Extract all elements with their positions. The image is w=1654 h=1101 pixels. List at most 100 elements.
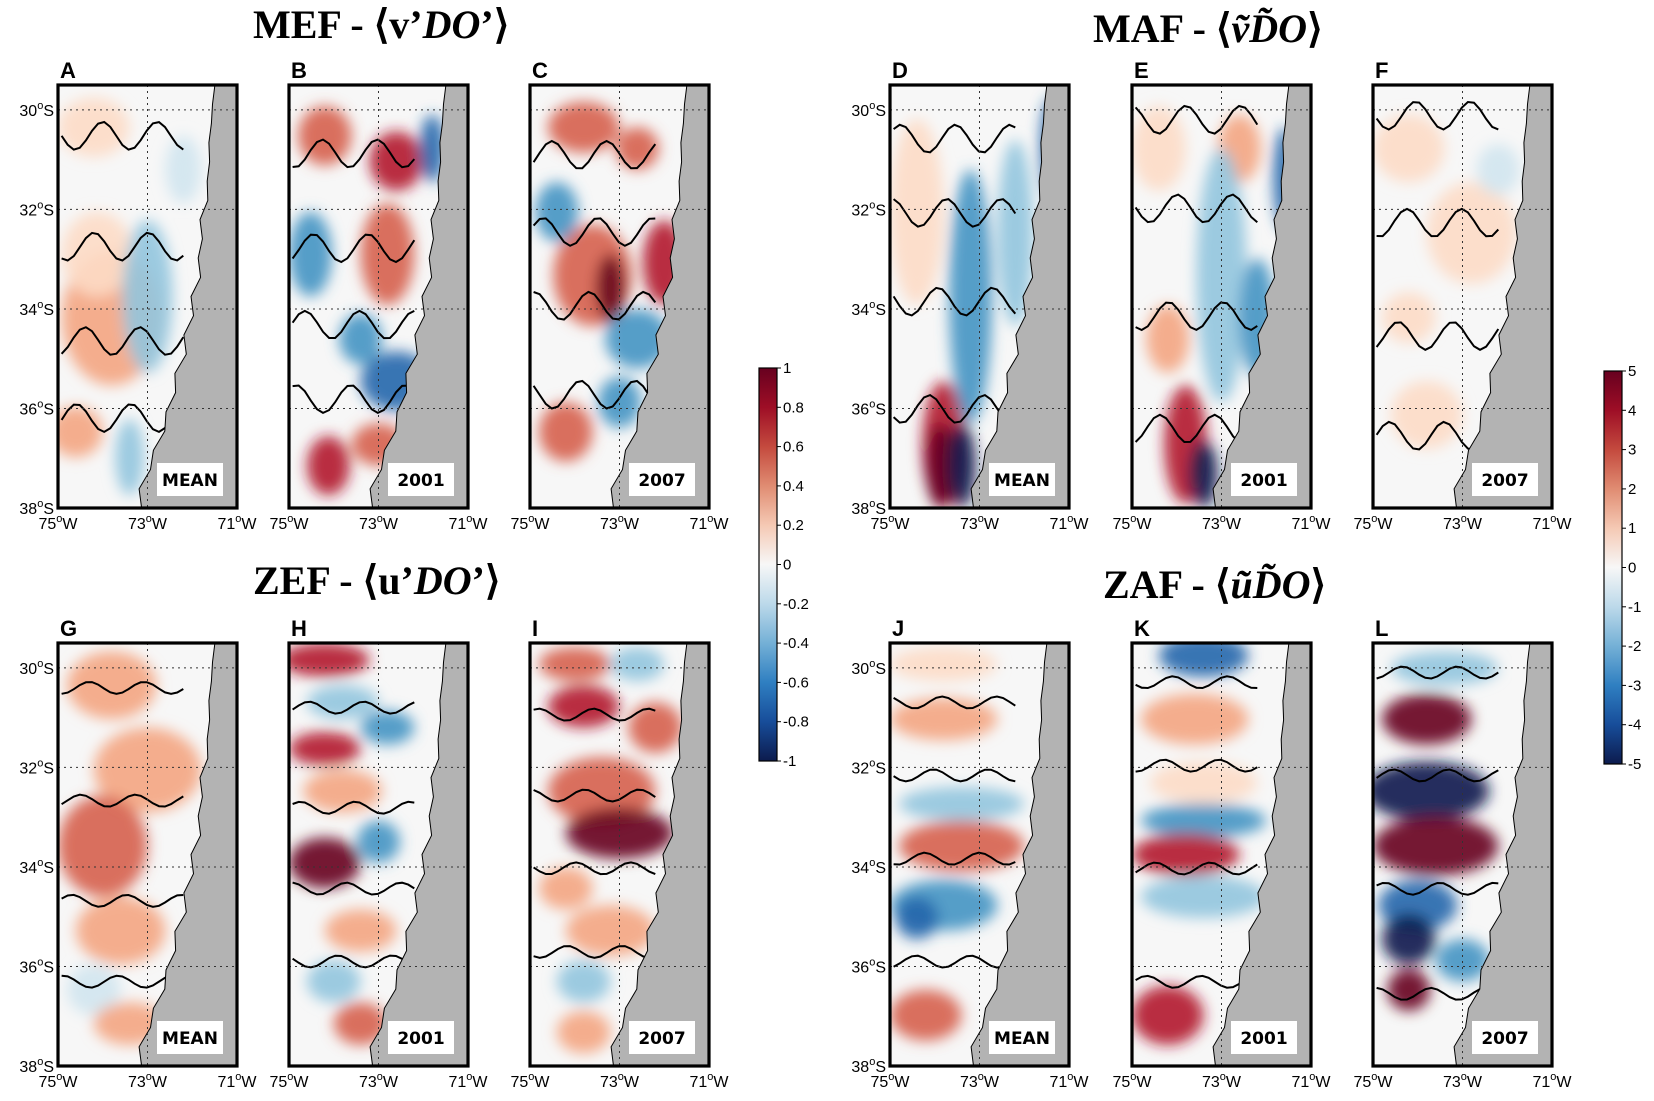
lon-tick-label: 73oW: [1443, 513, 1483, 533]
panel-letter: J: [892, 616, 904, 641]
colorbar-tick-label: 0.6: [783, 439, 804, 456]
colorbar-tick-label: 0: [1628, 560, 1636, 577]
zero-contour: [892, 198, 1017, 228]
colorbar-tick-label: 0.8: [783, 399, 804, 416]
period-label-box: [1231, 1021, 1297, 1054]
flux-field: [538, 647, 683, 1054]
lat-tick-label: 30oS: [19, 658, 54, 678]
colorbar-1-scale: [758, 367, 778, 762]
colorbar-tick-label: 5: [1628, 363, 1636, 380]
flux-field: [1373, 651, 1499, 1012]
lat-tick-label: 30oS: [851, 658, 886, 678]
panel-letter: D: [892, 58, 908, 83]
lat-tick-label: 38oS: [19, 498, 54, 518]
zero-contour: [1134, 193, 1258, 224]
map-frame: [528, 83, 711, 510]
lat-tick-label: 30oS: [851, 100, 886, 120]
lat-tick-label: 32oS: [19, 757, 54, 777]
land-mask: [369, 84, 469, 509]
colorbar-tick-label: -5: [1628, 756, 1641, 773]
panel-letter: F: [1375, 58, 1388, 83]
lon-tick-label: 71oW: [1049, 513, 1089, 533]
zero-contour: [60, 403, 184, 434]
land-mask: [1453, 84, 1553, 509]
zero-contour: [61, 893, 184, 908]
colorbar-tick-label: 0: [783, 557, 791, 574]
graticule: [1373, 643, 1552, 1066]
zero-contour: [1376, 881, 1499, 896]
colorbar-tick-label: 3: [1628, 442, 1636, 459]
zero-contour: [60, 326, 185, 356]
lon-tick-label: 71oW: [1532, 1071, 1572, 1091]
map-panel-e: E 2001 75oW 73oW 71oW: [1112, 58, 1331, 533]
map-panel-i: I 2007 75oW 73oW 71oW: [510, 616, 729, 1091]
period-label: MEAN: [994, 1029, 1050, 1049]
colorbar-tick-label: 0.4: [783, 478, 804, 495]
lon-tick-label: 75oW: [1353, 1071, 1393, 1091]
lat-tick-label: 32oS: [851, 199, 886, 219]
graticule: [890, 85, 1069, 508]
colorbar-tick-label: -0.4: [783, 635, 809, 652]
zero-contour: [893, 954, 1016, 969]
lon-tick-label: 75oW: [870, 513, 910, 533]
period-label: 2001: [1240, 471, 1287, 491]
colorbar-tick-label: -3: [1628, 677, 1641, 694]
panel-letter: L: [1375, 616, 1388, 641]
land-mask: [1212, 84, 1312, 509]
colorbar-tick-label: 4: [1628, 402, 1636, 419]
colorbar-tick-label: -0.8: [783, 714, 809, 731]
lat-tick-label: 38oS: [851, 498, 886, 518]
flux-field: [1132, 643, 1267, 1045]
graticule: [530, 85, 709, 508]
period-label-box: [629, 1021, 695, 1054]
period-label-box: [388, 463, 454, 496]
zero-contour: [291, 309, 415, 340]
zero-contour: [892, 393, 1016, 424]
period-label: MEAN: [162, 471, 218, 491]
colorbar-tick-label: 1: [783, 360, 791, 377]
zero-contour: [1375, 321, 1500, 351]
lon-tick-label: 71oW: [448, 513, 488, 533]
land-mask: [970, 84, 1070, 509]
zero-contour: [292, 954, 415, 969]
lon-tick-label: 75oW: [870, 1071, 910, 1091]
colorbar-2-scale: [1603, 370, 1623, 765]
land-mask: [138, 642, 238, 1067]
map-frame: [888, 641, 1071, 1068]
zero-contour: [1135, 974, 1258, 989]
period-label-box: [157, 1021, 223, 1054]
lat-tick-label: 36oS: [19, 956, 54, 976]
zero-contour: [1376, 768, 1499, 783]
lon-tick-label: 71oW: [1291, 513, 1331, 533]
map-frame: [287, 641, 470, 1068]
colorbar-advective-flux: 5 4 3 2 1 0 -1 -2 -3 -4 -5: [1603, 363, 1641, 773]
zero-contour: [291, 233, 416, 264]
lon-tick-label: 71oW: [689, 513, 729, 533]
colorbar-tick-label: 1: [1628, 520, 1636, 537]
lon-tick-label: 75oW: [269, 513, 309, 533]
zero-contour: [1375, 100, 1499, 131]
panel-letter: E: [1134, 58, 1149, 83]
zero-contour: [292, 138, 416, 169]
lat-tick-label: 36oS: [851, 398, 886, 418]
land-mask: [369, 642, 469, 1067]
lat-tick-label: 34oS: [19, 299, 54, 319]
panel-letter: K: [1134, 616, 1150, 641]
period-label: 2007: [1481, 1029, 1528, 1049]
period-label-box: [629, 463, 695, 496]
period-label: 2007: [638, 471, 685, 491]
title-maf: MAF - ⟨ṽD̃O⟩: [1093, 6, 1323, 51]
zero-contour: [61, 231, 184, 262]
zero-contour: [61, 974, 184, 989]
colorbar-tick-label: 0.2: [783, 517, 804, 534]
period-label: 2001: [397, 1029, 444, 1049]
lon-tick-label: 73oW: [359, 1071, 399, 1091]
period-label: 2007: [1481, 471, 1528, 491]
zero-contour: [533, 788, 656, 803]
